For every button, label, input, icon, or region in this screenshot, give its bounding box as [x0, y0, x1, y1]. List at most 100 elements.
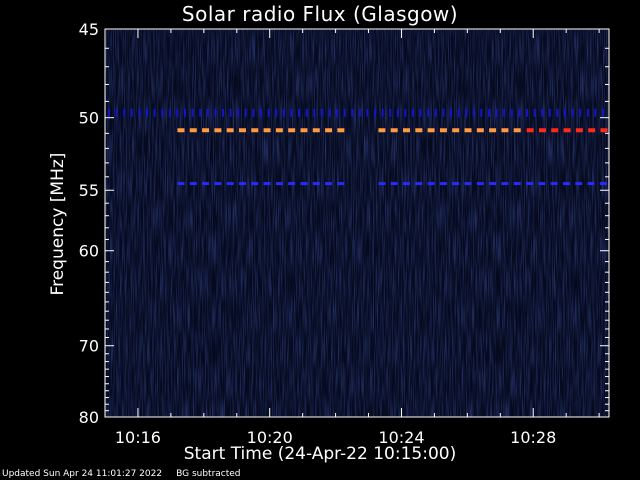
band-segment	[199, 108, 202, 117]
band-segment	[226, 182, 234, 186]
band-segment	[108, 108, 110, 117]
band-segment	[439, 128, 447, 133]
band-segment	[563, 128, 571, 133]
band-segment	[378, 182, 386, 186]
x-tick-label: 10:20	[247, 428, 293, 447]
band-segment	[489, 182, 497, 186]
band-segment	[389, 108, 392, 117]
band-segment	[189, 128, 197, 133]
y-tick-label: 50	[79, 109, 99, 128]
background-noise	[105, 29, 609, 417]
band-segment	[480, 108, 483, 117]
band-segment	[378, 128, 386, 133]
band-segment	[177, 182, 185, 186]
band-segment	[551, 128, 559, 133]
y-tick-label: 55	[79, 181, 99, 200]
band-segment	[390, 128, 398, 133]
band-segment	[464, 128, 472, 133]
band-segment	[488, 108, 490, 117]
band-segment	[202, 128, 210, 133]
band-segment	[252, 108, 255, 117]
band-segment	[337, 182, 345, 186]
band-segment	[275, 108, 278, 117]
band-segment	[434, 108, 437, 117]
band-segment	[300, 128, 308, 133]
band-segment	[312, 128, 320, 133]
band-segment	[526, 182, 534, 186]
band-segment	[575, 128, 583, 133]
x-tick-label: 10:28	[510, 428, 556, 447]
band-segment	[415, 182, 423, 186]
band-segment	[452, 128, 460, 133]
band-segment	[396, 108, 399, 117]
band-segment	[599, 182, 607, 186]
band-segment	[300, 182, 308, 186]
band-segment	[343, 108, 346, 117]
band-segment	[351, 108, 354, 117]
band-segment	[206, 108, 209, 117]
band-segment	[533, 108, 536, 117]
band-segment	[501, 128, 509, 133]
band-segment	[177, 128, 185, 133]
band-segment	[337, 128, 345, 133]
band-segment	[267, 108, 270, 117]
band-segment	[214, 108, 217, 117]
band-segment	[579, 108, 582, 117]
band-segment	[588, 128, 596, 133]
band-segment	[538, 182, 546, 186]
band-segment	[263, 128, 271, 133]
band-segment	[556, 108, 559, 117]
band-segment	[366, 108, 369, 117]
band-segment	[288, 182, 296, 186]
band-segment	[464, 182, 472, 186]
band-segment	[465, 108, 468, 117]
band-segment	[476, 182, 484, 186]
band-segment	[298, 108, 300, 117]
band-segment	[550, 182, 558, 186]
axes: 10:16 10:20 10:24 10:28 45 50 55 60 70 80	[79, 20, 609, 447]
band-segment	[290, 108, 293, 117]
y-tick-label: 70	[79, 337, 99, 356]
band-segment	[419, 108, 422, 117]
band-segment	[476, 128, 484, 133]
band-segment	[328, 108, 331, 117]
band-segment	[238, 128, 246, 133]
band-segment	[495, 108, 498, 117]
band-segment	[427, 182, 435, 186]
band-segment	[594, 108, 597, 117]
band-segment	[260, 108, 262, 117]
band-segment	[275, 128, 283, 133]
band-segment	[153, 108, 156, 117]
band-segment	[526, 108, 528, 117]
band-segment	[501, 182, 509, 186]
band-segment	[320, 108, 323, 117]
band-segment	[513, 182, 521, 186]
band-segment	[191, 108, 194, 117]
band-segment	[130, 108, 133, 117]
band-segment	[503, 108, 506, 117]
band-segment	[305, 108, 308, 117]
background-note: BG subtracted	[176, 469, 241, 479]
band-segment	[222, 108, 224, 117]
chart-title: Solar radio Flux (Glasgow)	[181, 2, 459, 26]
band-segment	[374, 108, 376, 117]
band-segment	[489, 128, 497, 133]
x-tick-label: 10:24	[378, 428, 424, 447]
band-segment	[251, 182, 259, 186]
band-segment	[415, 128, 423, 133]
band-segment	[586, 108, 589, 117]
band-segment	[336, 108, 338, 117]
band-segment	[403, 128, 411, 133]
band-segment	[412, 108, 414, 117]
band-segment	[161, 108, 164, 117]
band-segment	[263, 182, 271, 186]
band-segment	[510, 108, 513, 117]
band-segment	[404, 108, 407, 117]
band-segment	[439, 182, 447, 186]
band-segment	[381, 108, 384, 117]
band-segment	[587, 182, 595, 186]
band-segment	[229, 108, 232, 117]
band-segment	[472, 108, 475, 117]
x-tick-label: 10:16	[115, 428, 161, 447]
band-segment	[237, 108, 240, 117]
